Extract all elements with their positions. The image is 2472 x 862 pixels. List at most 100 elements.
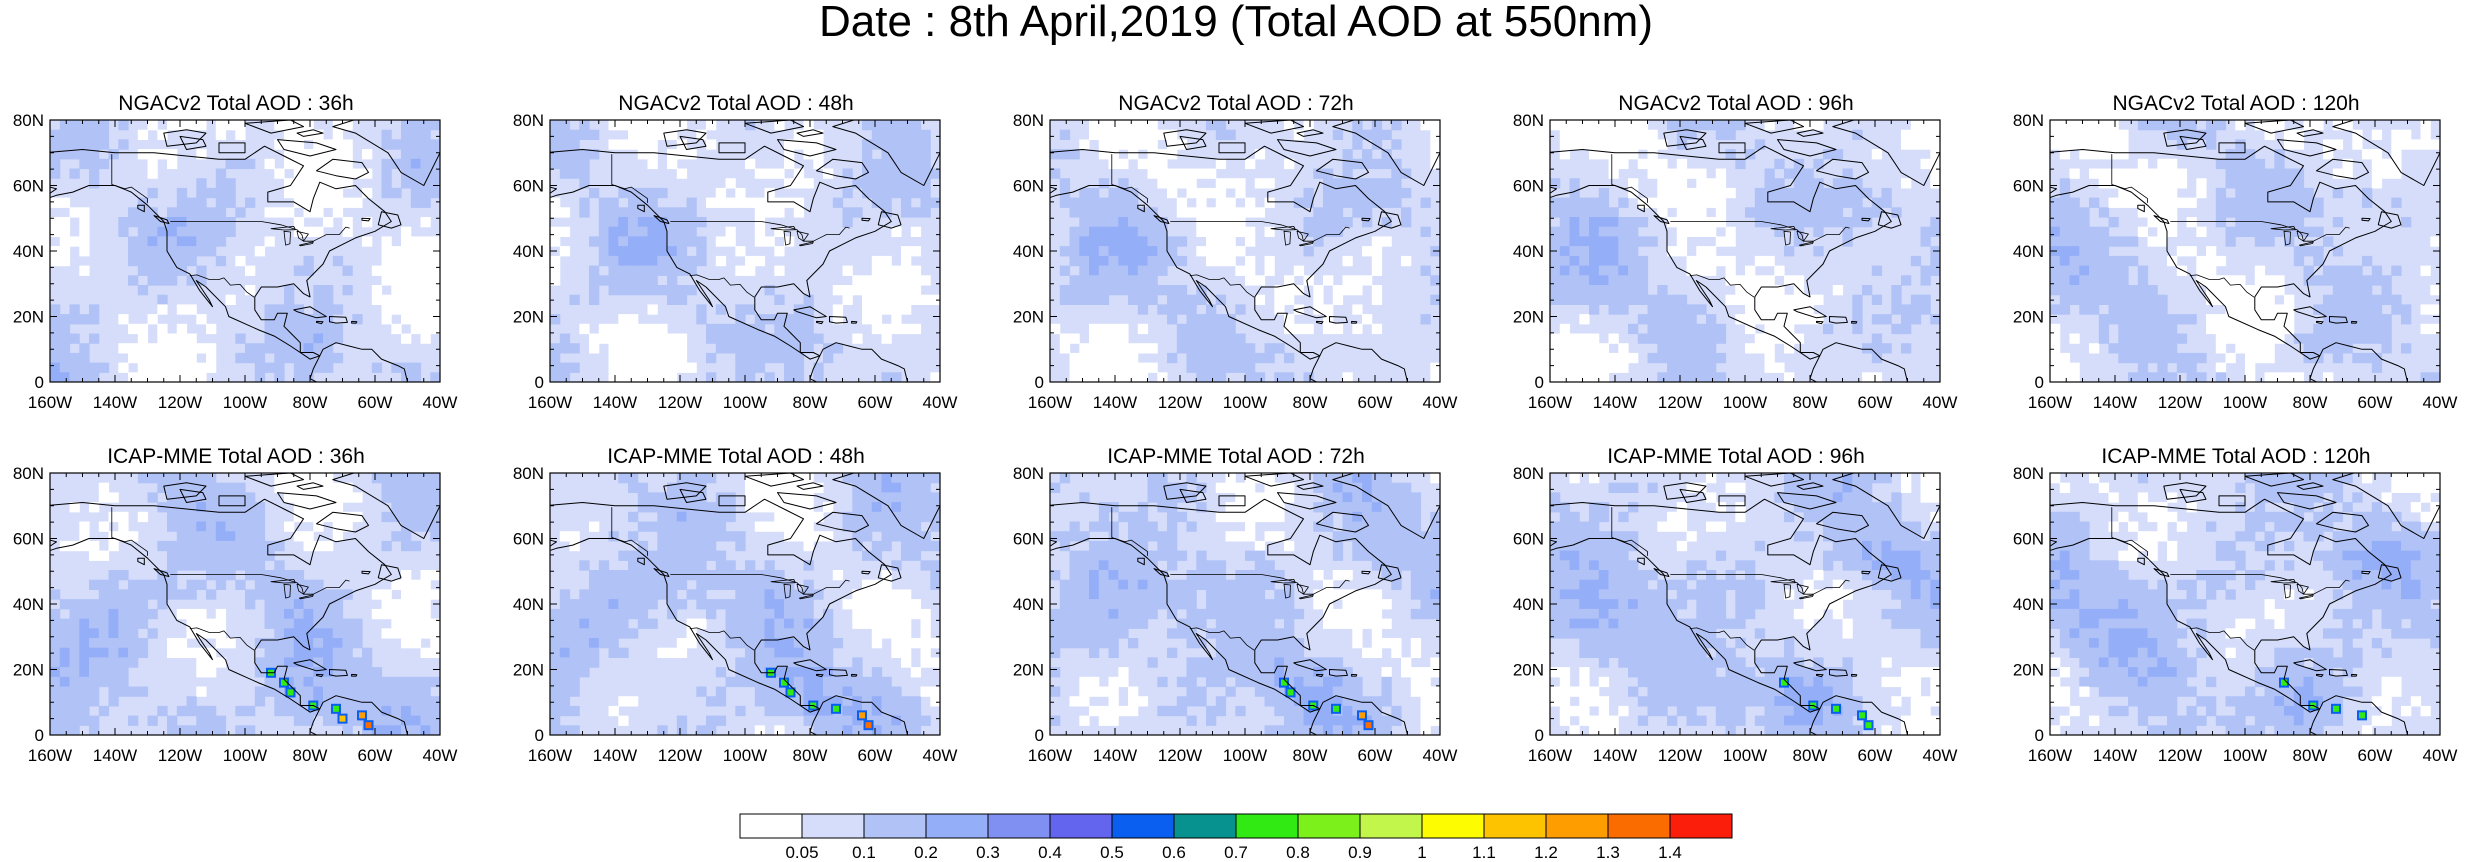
- lat-tick-label: 60N: [1013, 177, 1044, 196]
- lat-tick-label: 60N: [1513, 177, 1544, 196]
- aod-field: [550, 473, 940, 735]
- lon-tick-label: 40W: [1923, 746, 1958, 765]
- coastlines: [50, 473, 440, 735]
- aod-field: [1050, 473, 1440, 735]
- lon-tick-label: 160W: [1528, 746, 1572, 765]
- lat-tick-label: 40N: [513, 595, 544, 614]
- lon-tick-label: 40W: [923, 746, 958, 765]
- lon-tick-label: 140W: [593, 746, 637, 765]
- lon-tick-label: 80W: [1793, 746, 1828, 765]
- lat-tick-label: 60N: [513, 177, 544, 196]
- lon-tick-label: 120W: [1158, 746, 1202, 765]
- lat-tick-label: 80N: [2013, 464, 2044, 483]
- lon-tick-label: 160W: [528, 746, 572, 765]
- lat-tick-label: 0: [35, 726, 44, 745]
- lon-tick-label: 120W: [1658, 746, 1702, 765]
- coastlines: [2050, 473, 2440, 735]
- colorbar-swatch: [1111, 813, 1175, 839]
- lat-tick-label: 80N: [2013, 111, 2044, 130]
- aod-map: 0 20N 40N 60N 80N 160W 140W 120W 100W 80W 60W 40W: [2013, 464, 2458, 765]
- colorbar-label: 0.8: [1286, 843, 1310, 862]
- lon-tick-label: 80W: [793, 393, 828, 412]
- lon-tick-label: 80W: [293, 393, 328, 412]
- map-panel: NGACv2 Total AOD : 96h 0 20N 40N 60N 80N 160W 1…: [1502, 92, 1970, 422]
- lat-tick-label: 60N: [2013, 177, 2044, 196]
- lon-tick-label: 100W: [223, 393, 267, 412]
- lon-tick-label: 80W: [1293, 746, 1328, 765]
- lat-tick-label: 40N: [1013, 242, 1044, 261]
- colorbar-swatch: [1421, 813, 1485, 839]
- aod-map: 0 20N 40N 60N 80N 160W 140W 120W 100W 80W 60W 40W: [1013, 111, 1458, 412]
- lat-tick-label: 20N: [13, 308, 44, 327]
- map-panel: ICAP-MME Total AOD : 120h 0 20N 40N 60N 80N 16…: [2002, 445, 2470, 775]
- lat-tick-label: 40N: [1513, 242, 1544, 261]
- aod-colorbar: 0.05 0.1 0.2 0.3 0.4 0.5 0.6 0.7 0.8 0.9 1 1.1 1.2 1.…: [739, 813, 1733, 862]
- colorbar-label: 1.4: [1658, 843, 1682, 862]
- lat-tick-label: 60N: [13, 530, 44, 549]
- lon-tick-label: 100W: [1723, 746, 1767, 765]
- lat-tick-label: 20N: [1013, 308, 1044, 327]
- colorbar-label: 0.9: [1348, 843, 1372, 862]
- lon-tick-label: 160W: [1028, 746, 1072, 765]
- lon-tick-label: 160W: [1028, 393, 1072, 412]
- lon-tick-label: 140W: [1593, 393, 1637, 412]
- coastlines: [50, 120, 440, 382]
- lon-tick-label: 100W: [1223, 746, 1267, 765]
- lon-tick-label: 120W: [1658, 393, 1702, 412]
- panel-title: NGACv2 Total AOD : 120h: [2112, 92, 2360, 115]
- lon-tick-label: 140W: [1093, 393, 1137, 412]
- lon-tick-label: 160W: [2028, 746, 2072, 765]
- colorbar-swatch: [1669, 813, 1733, 839]
- aod-map: 0 20N 40N 60N 80N 160W 140W 120W 100W 80W 60W 40W: [13, 464, 458, 765]
- lon-tick-label: 60W: [858, 393, 893, 412]
- lon-tick-label: 100W: [723, 746, 767, 765]
- aod-map: 0 20N 40N 60N 80N 160W 140W 120W 100W 80W 60W 40W: [513, 111, 958, 412]
- lat-tick-label: 0: [1035, 373, 1044, 392]
- aod-map: 0 20N 40N 60N 80N 160W 140W 120W 100W 80W 60W 40W: [513, 464, 958, 765]
- colorbar-label: 0.4: [1038, 843, 1062, 862]
- colorbar-swatch: [1359, 813, 1423, 839]
- map-panel: ICAP-MME Total AOD : 96h 0 20N 40N 60N 80N 160…: [1502, 445, 1970, 775]
- panel-title: NGACv2 Total AOD : 36h: [118, 92, 354, 115]
- lon-tick-label: 40W: [423, 393, 458, 412]
- lat-tick-label: 20N: [2013, 308, 2044, 327]
- lat-tick-label: 60N: [1513, 530, 1544, 549]
- lat-tick-label: 20N: [13, 661, 44, 680]
- colorbar-label: 1.3: [1596, 843, 1620, 862]
- map-panel: ICAP-MME Total AOD : 36h 0 20N 40N 60N 80N 160…: [2, 445, 470, 775]
- lon-tick-label: 140W: [93, 393, 137, 412]
- lon-tick-label: 80W: [2293, 746, 2328, 765]
- lat-tick-label: 20N: [2013, 661, 2044, 680]
- coastlines: [1550, 120, 1940, 382]
- map-panel: ICAP-MME Total AOD : 72h 0 20N 40N 60N 80N 160…: [1002, 445, 1470, 775]
- lon-tick-label: 80W: [1793, 393, 1828, 412]
- lat-tick-label: 60N: [2013, 530, 2044, 549]
- lon-tick-label: 120W: [158, 393, 202, 412]
- aod-field: [1550, 473, 1940, 735]
- lon-tick-label: 60W: [1858, 746, 1893, 765]
- colorbar-swatch: [1297, 813, 1361, 839]
- lon-tick-label: 160W: [2028, 393, 2072, 412]
- lon-tick-label: 80W: [793, 746, 828, 765]
- lon-tick-label: 120W: [658, 746, 702, 765]
- aod-field: [1050, 120, 1440, 382]
- lat-tick-label: 40N: [513, 242, 544, 261]
- colorbar-swatch: [1607, 813, 1671, 839]
- lat-tick-label: 0: [2035, 726, 2044, 745]
- panel-title: ICAP-MME Total AOD : 96h: [1607, 445, 1865, 468]
- lon-tick-label: 140W: [2093, 393, 2137, 412]
- lon-tick-label: 140W: [1593, 746, 1637, 765]
- lat-tick-label: 80N: [13, 464, 44, 483]
- lon-tick-label: 60W: [858, 746, 893, 765]
- lat-tick-label: 40N: [2013, 595, 2044, 614]
- lat-tick-label: 40N: [2013, 242, 2044, 261]
- colorbar-swatch: [1545, 813, 1609, 839]
- panel-title: NGACv2 Total AOD : 48h: [618, 92, 854, 115]
- lon-tick-label: 160W: [528, 393, 572, 412]
- aod-map: 0 20N 40N 60N 80N 160W 140W 120W 100W 80W 60W 40W: [2013, 111, 2458, 412]
- lat-tick-label: 40N: [13, 595, 44, 614]
- lon-tick-label: 80W: [293, 746, 328, 765]
- colorbar-label: 0.1: [852, 843, 876, 862]
- aod-map: 0 20N 40N 60N 80N 160W 140W 120W 100W 80W 60W 40W: [1513, 111, 1958, 412]
- panel-title: NGACv2 Total AOD : 96h: [1618, 92, 1854, 115]
